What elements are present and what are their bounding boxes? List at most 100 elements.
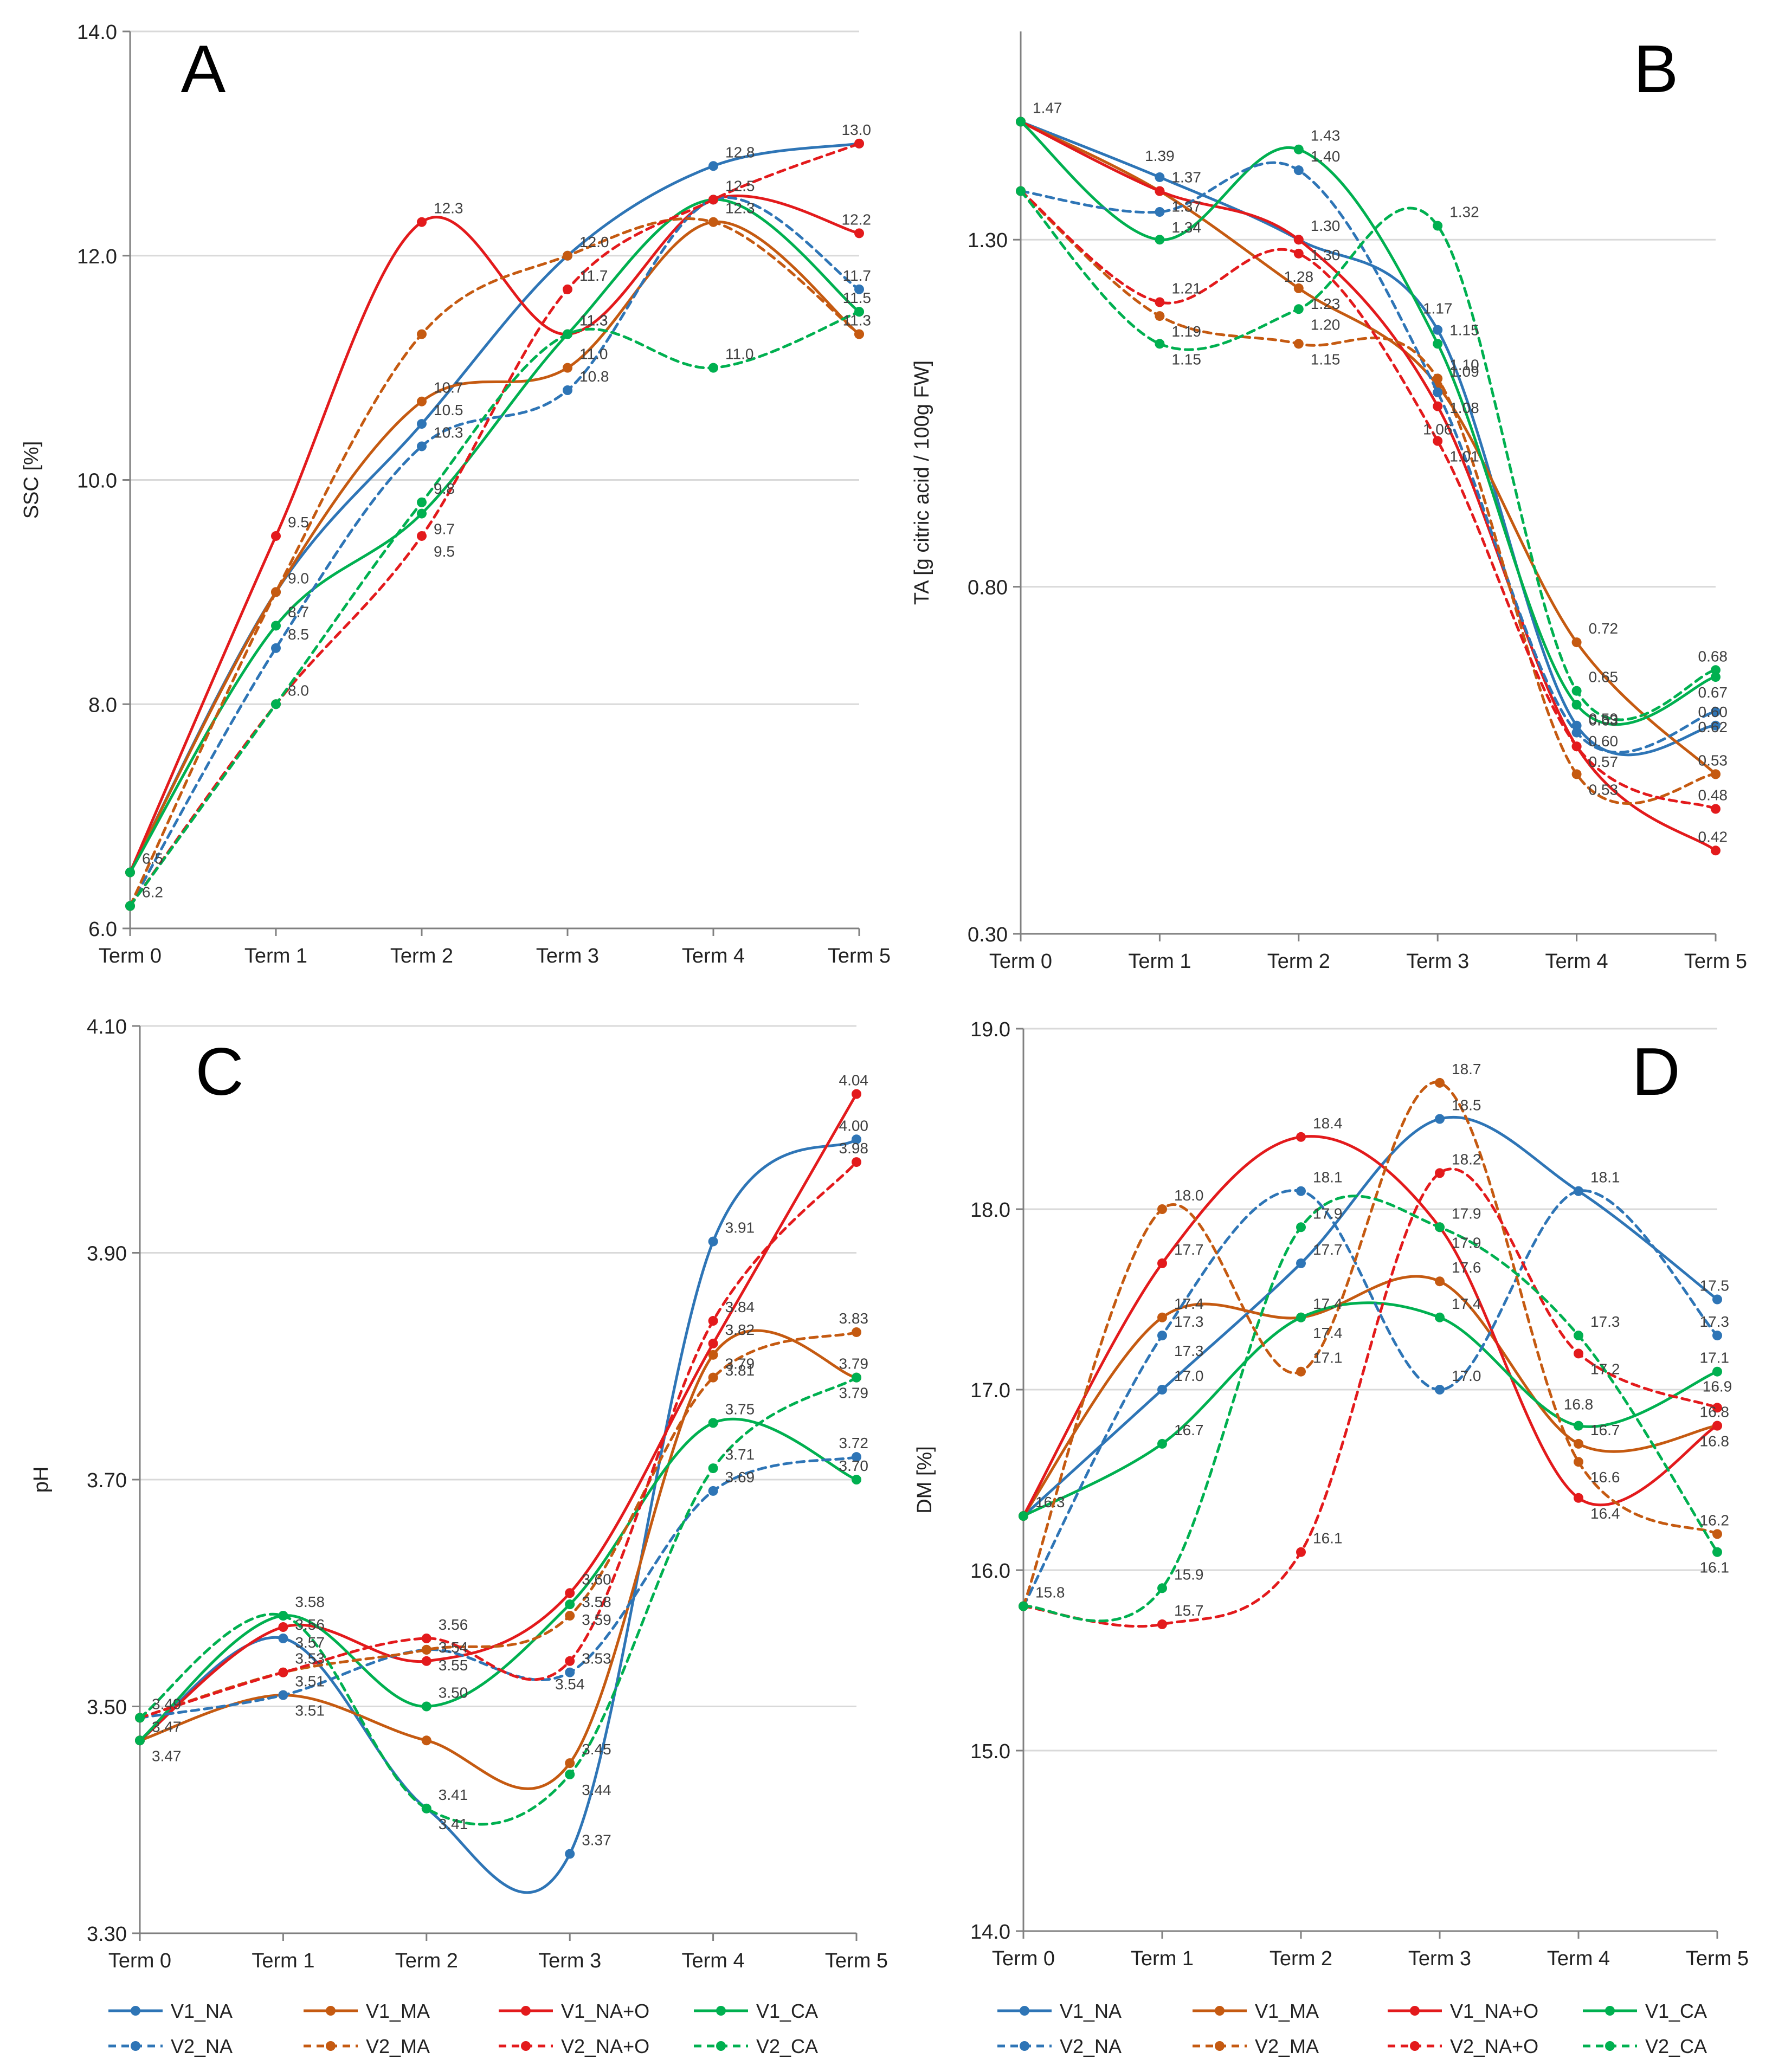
data-point xyxy=(1155,172,1165,182)
x-tick-label: Term 0 xyxy=(989,950,1052,973)
data-point xyxy=(1433,339,1443,349)
chart-panel-b: 0.30 0.80 1.30 Term 0 Term 1 Term 2 Term 3 Term… xyxy=(911,31,1747,973)
data-label: 17.6 xyxy=(1452,1259,1481,1276)
y-tick-label: 0.80 xyxy=(968,577,1008,599)
data-point xyxy=(1296,1312,1306,1322)
data-point xyxy=(278,1633,288,1643)
data-label: 18.1 xyxy=(1590,1169,1620,1186)
data-label: 1.34 xyxy=(1171,219,1201,236)
data-point xyxy=(565,1849,575,1859)
series-line-v1_na-plus-o xyxy=(128,194,861,874)
x-tick-label: Term 4 xyxy=(1547,1947,1610,1970)
data-label: 17.7 xyxy=(1313,1241,1343,1258)
series-line-v2_na xyxy=(1019,161,1717,754)
x-tick-label: Term 1 xyxy=(244,945,307,967)
data-label: 17.4 xyxy=(1174,1295,1204,1312)
data-label: 3.41 xyxy=(439,1816,468,1832)
series-line-v1_na-plus-o xyxy=(1022,1135,1719,1518)
data-point xyxy=(1293,144,1304,154)
data-label: 3.54 xyxy=(555,1676,585,1693)
data-point xyxy=(1433,436,1443,446)
data-point xyxy=(135,1713,145,1723)
data-point xyxy=(417,419,427,429)
data-point xyxy=(1571,769,1582,779)
series-line-v1_na xyxy=(128,142,861,874)
data-point xyxy=(1712,1294,1722,1305)
y-tick-label: 14.0 xyxy=(970,1921,1010,1944)
y-tick-label: 4.10 xyxy=(87,1016,127,1038)
chart-panel-c: 3.30 3.50 3.70 3.90 4.10 Term 0 Term 1 Term 2 Te… xyxy=(30,1016,888,1972)
data-label: 16.1 xyxy=(1700,1559,1730,1576)
data-point xyxy=(1155,297,1165,307)
y-tick-label: 3.90 xyxy=(87,1243,127,1266)
legend-marker xyxy=(521,2041,531,2051)
data-label: 1.23 xyxy=(1311,295,1341,312)
data-label: 1.40 xyxy=(1311,148,1341,165)
data-point xyxy=(1435,1077,1445,1088)
data-label: 3.98 xyxy=(839,1140,869,1157)
data-label: 1.32 xyxy=(1449,204,1479,221)
data-point xyxy=(1435,1385,1445,1395)
data-label: 4.00 xyxy=(839,1117,869,1134)
y-tick-label: 14.0 xyxy=(77,21,117,44)
series-line-v2_ca xyxy=(1022,1195,1719,1623)
y-tick-label: 15.0 xyxy=(970,1740,1010,1763)
data-point xyxy=(1574,1331,1583,1341)
data-label: 17.9 xyxy=(1313,1205,1343,1222)
data-point xyxy=(708,161,718,171)
legend-left: V1_NA V1_MA V1_NA+O V1_CA V2_NA V2_MA V2_NA+O V… xyxy=(108,2000,818,2057)
legend-marker xyxy=(131,2006,140,2016)
data-point xyxy=(1296,1258,1306,1268)
data-point xyxy=(135,1735,145,1746)
panel-letter: B xyxy=(1634,32,1679,107)
series-line-v2_na-plus-o xyxy=(1022,1167,1719,1628)
data-label: 11.7 xyxy=(843,267,871,284)
data-point xyxy=(852,1089,861,1099)
data-point xyxy=(1155,235,1165,245)
data-label: 1.15 xyxy=(1449,321,1479,338)
data-label: 17.4 xyxy=(1313,1325,1343,1341)
series-line-v2_na xyxy=(128,196,861,908)
data-label: 3.54 xyxy=(439,1639,468,1656)
data-point xyxy=(1296,1366,1306,1377)
data-label: 3.49 xyxy=(152,1695,182,1712)
chart-panel-d: 14.0 15.0 16.0 17.0 18.0 19.0 Term 0 Term 1 Term… xyxy=(913,1018,1749,1970)
legend-marker xyxy=(1605,2041,1615,2051)
data-point xyxy=(1293,304,1304,314)
data-point xyxy=(1711,720,1721,731)
legend-marker xyxy=(716,2006,726,2016)
data-label: 16.1 xyxy=(1313,1530,1343,1547)
data-point xyxy=(417,441,427,451)
data-label: 12.2 xyxy=(842,211,872,228)
data-label: 3.47 xyxy=(152,1718,182,1735)
data-label: 0.65 xyxy=(1589,669,1619,686)
legend-marker xyxy=(1020,2041,1029,2051)
data-point xyxy=(1433,388,1443,397)
data-label: 1.30 xyxy=(1311,217,1341,234)
data-label: 17.3 xyxy=(1700,1313,1730,1330)
data-label: 1.21 xyxy=(1171,280,1201,297)
data-label: 17.2 xyxy=(1590,1360,1620,1377)
data-point xyxy=(421,1735,431,1746)
data-point xyxy=(1019,1511,1028,1521)
data-point xyxy=(1711,707,1721,717)
data-point xyxy=(565,1611,575,1621)
data-label: 12.8 xyxy=(725,144,755,160)
data-point xyxy=(565,1667,575,1677)
data-label: 18.7 xyxy=(1452,1061,1481,1077)
legend-marker xyxy=(1215,2006,1225,2016)
x-tick-label: Term 5 xyxy=(1686,1947,1749,1970)
data-point xyxy=(1435,1222,1445,1232)
legend-label: V1_NA xyxy=(1060,2000,1122,2022)
data-label: 17.3 xyxy=(1590,1313,1620,1330)
data-point xyxy=(1296,1132,1306,1142)
data-label: 9.7 xyxy=(434,521,455,538)
data-point xyxy=(852,1134,861,1145)
data-label: 3.79 xyxy=(839,1385,869,1402)
data-label: 3.60 xyxy=(582,1571,611,1587)
data-point xyxy=(1435,1276,1445,1287)
data-point xyxy=(1016,117,1026,127)
x-tick-label: Term 0 xyxy=(992,1947,1055,1970)
data-point xyxy=(1155,207,1165,217)
x-tick-label: Term 0 xyxy=(99,945,162,967)
